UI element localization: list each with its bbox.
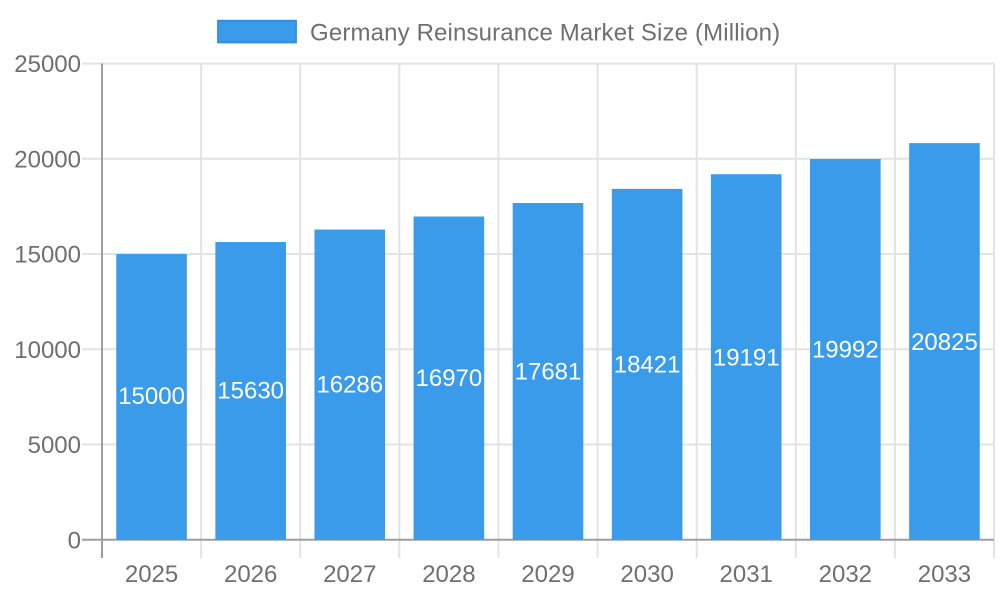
svg-text:18421: 18421 bbox=[614, 352, 681, 379]
svg-text:20000: 20000 bbox=[14, 146, 81, 173]
svg-text:10000: 10000 bbox=[14, 337, 81, 364]
svg-text:15630: 15630 bbox=[217, 378, 284, 405]
svg-text:5000: 5000 bbox=[28, 432, 81, 459]
svg-text:16286: 16286 bbox=[316, 372, 383, 399]
svg-text:2030: 2030 bbox=[620, 561, 673, 588]
svg-text:2027: 2027 bbox=[323, 561, 376, 588]
svg-text:2028: 2028 bbox=[422, 561, 475, 588]
svg-text:Germany Reinsurance Market Siz: Germany Reinsurance Market Size (Million… bbox=[310, 20, 780, 47]
svg-text:20825: 20825 bbox=[911, 329, 978, 356]
svg-text:19191: 19191 bbox=[713, 344, 780, 371]
svg-text:2031: 2031 bbox=[720, 561, 773, 588]
svg-text:16970: 16970 bbox=[416, 365, 483, 392]
svg-text:25000: 25000 bbox=[14, 51, 81, 78]
svg-text:15000: 15000 bbox=[14, 242, 81, 269]
svg-text:2033: 2033 bbox=[918, 561, 971, 588]
svg-text:19992: 19992 bbox=[812, 337, 879, 364]
svg-text:2026: 2026 bbox=[224, 561, 277, 588]
svg-text:15000: 15000 bbox=[118, 383, 185, 410]
svg-text:2025: 2025 bbox=[125, 561, 178, 588]
svg-text:0: 0 bbox=[68, 527, 81, 554]
svg-text:17681: 17681 bbox=[515, 359, 582, 386]
svg-text:2029: 2029 bbox=[521, 561, 574, 588]
svg-text:2032: 2032 bbox=[819, 561, 872, 588]
